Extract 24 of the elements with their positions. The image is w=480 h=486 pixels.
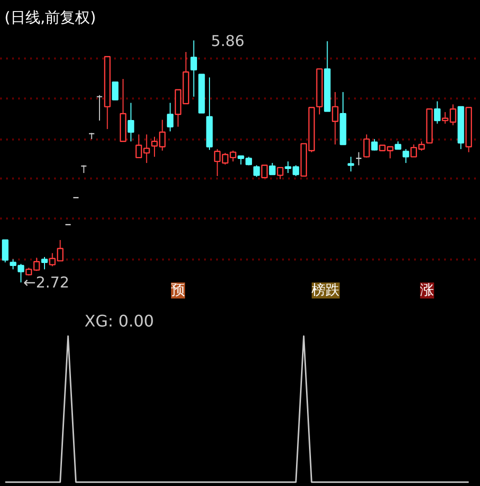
candlestick: [269, 162, 276, 176]
candlestick: [355, 152, 362, 166]
chart-title: XG: 0.00: [84, 312, 154, 330]
candlestick: [402, 148, 410, 164]
text: 涨: [420, 282, 434, 298]
candlestick: [190, 40, 198, 98]
annotation: ←2.72: [23, 273, 70, 292]
candlestick: [261, 164, 268, 178]
candlestick: [166, 102, 174, 132]
candlestick: [2, 239, 8, 263]
text: 榜跌: [312, 282, 340, 298]
candlestick: [276, 166, 284, 180]
candlestick: [332, 92, 338, 145]
candlestick: [112, 81, 118, 100]
candlestick: [41, 256, 48, 270]
candlestick: [96, 94, 103, 122]
candlestick: [363, 134, 370, 158]
annotation: 5.86: [211, 32, 244, 50]
candlestick: [253, 164, 260, 178]
candlestick: [348, 156, 354, 172]
chart-title: (日线,前复权): [4, 8, 96, 26]
candlestick: [434, 100, 441, 124]
candlestick: [128, 102, 134, 142]
text: 预: [171, 282, 186, 298]
